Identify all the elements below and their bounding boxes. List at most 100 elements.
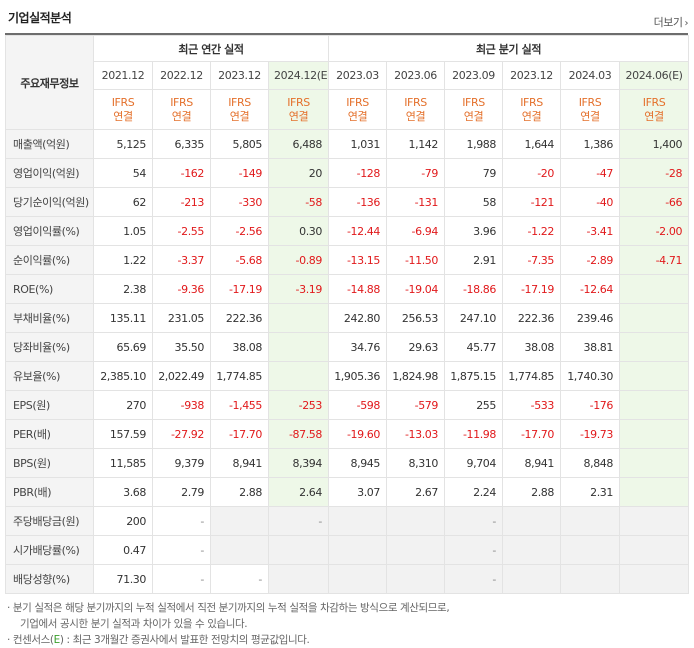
basis-label: 연결 <box>644 109 664 123</box>
table-cell: 242.80 <box>328 303 387 333</box>
table-cell: -17.70 <box>502 419 561 449</box>
basis-label: 연결 <box>171 109 192 123</box>
table-cell: 2.88 <box>210 477 269 507</box>
table-cell: -79 <box>386 158 445 188</box>
period-header: 2024.06(E) <box>618 61 690 90</box>
table-cell <box>560 564 620 594</box>
period-header: 2023.03 <box>328 61 387 90</box>
quarterly-group-header: 최근 분기 실적 <box>327 35 690 62</box>
table-cell: 2.64 <box>268 477 329 507</box>
table-cell: 2.38 <box>93 274 153 304</box>
ifrs-basis-header: IFRS 연결 <box>386 89 445 130</box>
table-cell: -128 <box>328 158 387 188</box>
row-label: EPS(원) <box>5 390 94 420</box>
table-cell: 1,905.36 <box>328 361 387 391</box>
table-cell: -14.88 <box>328 274 387 304</box>
footnote-1-cont: 기업에서 공시한 분기 실적과 차이가 있을 수 있습니다. <box>20 618 248 630</box>
period-header: 2024.12(E) <box>268 61 329 90</box>
basis-label: 연결 <box>405 109 426 123</box>
row-label: 영업이익(억원) <box>5 158 94 188</box>
table-cell <box>210 535 269 565</box>
table-cell: 9,704 <box>444 448 503 478</box>
ifrs-basis-header: IFRS 연결 <box>152 89 211 130</box>
table-cell: 8,941 <box>210 448 269 478</box>
ifrs-basis-header: IFRS 연결 <box>560 89 620 130</box>
table-cell: 29.63 <box>386 332 445 362</box>
table-cell: -330 <box>210 187 269 217</box>
table-cell: -13.15 <box>328 245 387 275</box>
ifrs-basis-header: IFRS 연결 <box>268 89 329 130</box>
table-row: 배당성향(%) 71.30- - - <box>5 564 690 594</box>
table-cell: - <box>152 535 211 565</box>
table-cell <box>386 506 445 536</box>
chevron-right-icon: › <box>684 18 689 29</box>
table-cell: -12.44 <box>328 216 387 246</box>
row-label: ROE(%) <box>5 274 94 304</box>
table-cell: 58 <box>444 187 503 217</box>
more-label[interactable]: 더보기 <box>653 16 683 29</box>
table-cell: -19.04 <box>386 274 445 304</box>
table-cell: -3.37 <box>152 245 211 275</box>
basis-label: 연결 <box>521 109 542 123</box>
row-label: 영업이익률(%) <box>5 216 94 246</box>
row-label: 매출액(억원) <box>5 129 94 159</box>
ifrs-label: IFRS <box>287 95 310 109</box>
table-cell: -19.60 <box>328 419 387 449</box>
table-cell: -2.00 <box>618 216 690 246</box>
table-cell <box>618 274 690 304</box>
table-cell: 157.59 <box>93 419 153 449</box>
table-cell: -20 <box>502 158 561 188</box>
table-cell: 9,379 <box>152 448 211 478</box>
table-cell <box>328 506 387 536</box>
table-cell: -149 <box>210 158 269 188</box>
more-link[interactable]: 더보기 › <box>653 14 689 30</box>
table-cell <box>618 332 690 362</box>
ifrs-label: IFRS <box>111 95 135 109</box>
basis-label: 연결 <box>580 109 600 123</box>
table-cell: 5,125 <box>93 129 153 159</box>
ifrs-label: IFRS <box>170 95 193 109</box>
table-cell: 38.81 <box>560 332 620 362</box>
table-cell: 45.77 <box>444 332 503 362</box>
table-cell: -5.68 <box>210 245 269 275</box>
row-label: 당좌비율(%) <box>5 332 94 362</box>
basis-label: 연결 <box>288 109 309 123</box>
basis-label: 연결 <box>463 109 484 123</box>
table-cell: 135.11 <box>93 303 153 333</box>
table-cell: 3.07 <box>328 477 387 507</box>
table-cell: -2.89 <box>560 245 620 275</box>
table-row: PER(배) 157.59 -27.92 -17.70 -87.58 -19.60 -13.… <box>5 419 690 449</box>
row-label: 배당성향(%) <box>5 564 94 594</box>
table-cell: -40 <box>560 187 620 217</box>
table-cell: 3.68 <box>93 477 153 507</box>
table-cell: 62 <box>93 187 153 217</box>
period-header: 2023.09 <box>444 61 503 90</box>
table-cell: 8,848 <box>560 448 620 478</box>
table-cell <box>560 506 620 536</box>
table-cell: 38.08 <box>502 332 561 362</box>
table-cell: -3.41 <box>560 216 620 246</box>
table-cell: 2,385.10 <box>93 361 153 391</box>
footnote-2-suffix: ) : 최근 3개월간 증권사에서 발표한 전망치의 평균값입니다. <box>59 634 310 646</box>
period-header: 2023.12 <box>210 61 269 90</box>
table-cell: 0.47 <box>93 535 153 565</box>
table-cell <box>386 535 445 565</box>
table-cell: 1,386 <box>560 129 620 159</box>
table-cell: 239.46 <box>560 303 620 333</box>
row-label: 순이익률(%) <box>5 245 94 275</box>
table-cell: 8,394 <box>268 448 329 478</box>
table-cell: -1,455 <box>210 390 269 420</box>
table-cell: -28 <box>618 158 690 188</box>
table-cell: 38.08 <box>210 332 269 362</box>
table-cell <box>268 535 329 565</box>
table-cell: 2.67 <box>386 477 445 507</box>
table-cell: 11,585 <box>93 448 153 478</box>
basis-label: 연결 <box>229 109 250 123</box>
financial-table-wrapper: 주요재무정보 최근 연간 실적 최근 분기 실적 2021.12 2022.12 2… <box>5 33 690 594</box>
annual-group-header: 최근 연간 실적 <box>93 35 329 62</box>
table-cell <box>618 419 690 449</box>
table-cell: 2,022.49 <box>152 361 211 391</box>
table-cell: 1,400 <box>618 129 690 159</box>
table-cell <box>618 564 690 594</box>
ifrs-label: IFRS <box>578 95 602 109</box>
